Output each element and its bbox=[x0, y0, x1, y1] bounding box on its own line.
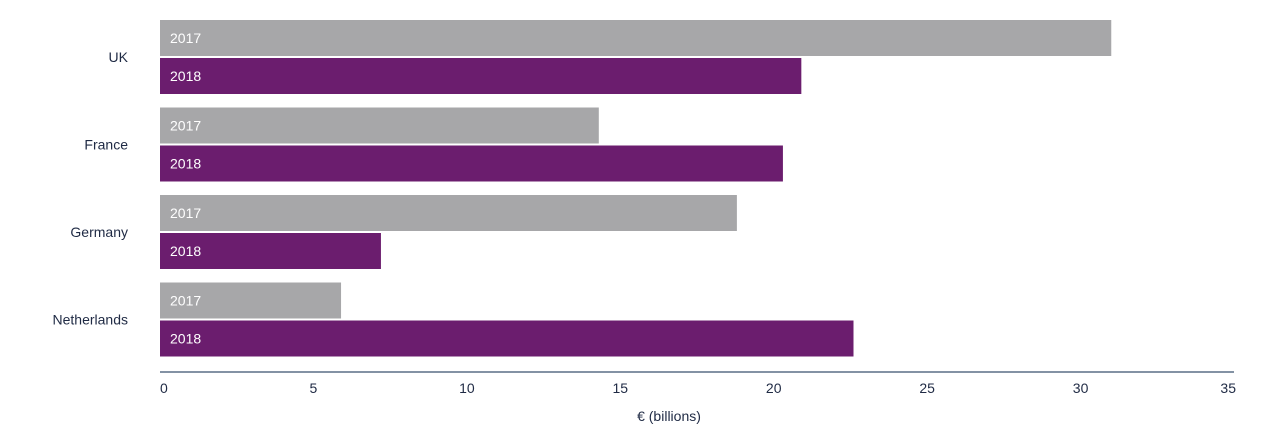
bar-label-germany-2018: 2018 bbox=[170, 243, 201, 259]
bar-netherlands-2018 bbox=[160, 320, 854, 357]
category-label-france: France bbox=[84, 137, 128, 153]
x-tick-label-25: 25 bbox=[919, 380, 935, 396]
bar-germany-2017 bbox=[160, 195, 737, 231]
bar-label-netherlands-2018: 2018 bbox=[170, 331, 201, 347]
bar-uk-2018 bbox=[160, 58, 802, 94]
category-label-germany: Germany bbox=[70, 224, 128, 240]
x-tick-label-10: 10 bbox=[459, 380, 475, 396]
bar-netherlands-2017 bbox=[160, 282, 342, 319]
x-tick-label-15: 15 bbox=[612, 380, 628, 396]
category-label-uk: UK bbox=[109, 49, 129, 65]
bar-germany-2018 bbox=[160, 233, 381, 269]
bar-label-germany-2017: 2017 bbox=[170, 205, 201, 221]
bar-label-uk-2018: 2018 bbox=[170, 68, 201, 84]
bar-uk-2017 bbox=[160, 20, 1112, 56]
x-tick-label-5: 5 bbox=[310, 380, 318, 396]
x-tick-labels: 0 5 10 15 20 25 30 35 bbox=[160, 380, 1236, 396]
bar-france-2017 bbox=[160, 107, 599, 144]
category-labels: UK France Germany Netherlands bbox=[53, 49, 129, 328]
x-tick-label-20: 20 bbox=[766, 380, 782, 396]
bar-label-france-2018: 2018 bbox=[170, 156, 201, 172]
x-axis-title: € (billions) bbox=[637, 408, 701, 424]
category-label-netherlands: Netherlands bbox=[53, 312, 129, 328]
bar-label-netherlands-2017: 2017 bbox=[170, 293, 201, 309]
x-tick-label-35: 35 bbox=[1220, 380, 1236, 396]
bar-label-france-2017: 2017 bbox=[170, 118, 201, 134]
bars-layer: 2017 2018 2017 2018 2017 2018 2017 2018 bbox=[160, 20, 1112, 357]
x-tick-label-0: 0 bbox=[160, 380, 168, 396]
bar-label-uk-2017: 2017 bbox=[170, 30, 201, 46]
bar-france-2018 bbox=[160, 145, 783, 182]
x-tick-label-30: 30 bbox=[1073, 380, 1089, 396]
